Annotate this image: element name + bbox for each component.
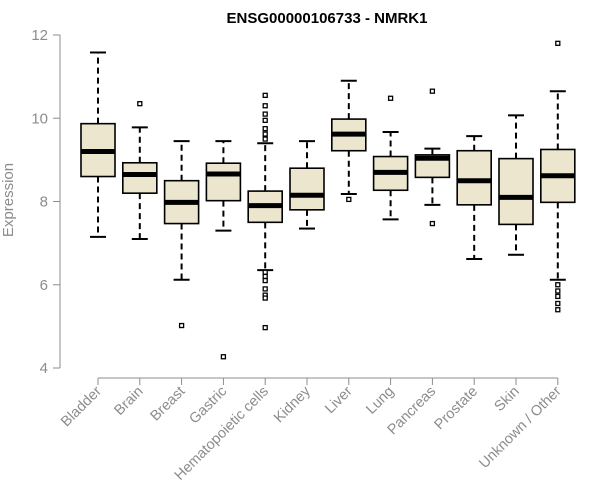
x-tick-label: Breast: [147, 384, 188, 425]
box-liver: [330, 79, 367, 203]
box-iqr: [122, 161, 158, 194]
outlier-point: [429, 220, 436, 227]
box-gastric: [205, 140, 242, 360]
outlier-point: [262, 131, 268, 137]
outlier-point: [178, 322, 185, 329]
outlier-point: [262, 126, 268, 132]
x-tick-label: Prostate: [432, 384, 481, 433]
y-tick-label: 10: [31, 110, 48, 127]
outlier-point: [262, 103, 268, 109]
outlier-point: [429, 88, 436, 94]
outlier-point: [262, 111, 268, 117]
box-unknown-other: [539, 40, 576, 313]
chart-title: ENSG00000106733 - NMRK1: [227, 10, 428, 27]
y-axis-label: Expression: [0, 163, 17, 237]
axes-group: 4 6 8 10 12: [31, 27, 559, 385]
boxes-group: [80, 40, 576, 360]
outlier-point: [262, 92, 268, 99]
outlier-point: [262, 273, 268, 280]
box-brain: [122, 101, 158, 240]
outlier-point: [555, 40, 561, 46]
outlier-point: [555, 293, 561, 300]
outlier-point: [346, 196, 352, 203]
x-tick-label: Bladder: [58, 383, 105, 430]
y-tick-label: 4: [40, 360, 48, 377]
outlier-point: [262, 277, 268, 284]
outlier-point: [137, 101, 143, 107]
box-lung: [372, 95, 409, 221]
box-hematopoietic-cells: [247, 92, 283, 331]
box-iqr: [289, 167, 325, 211]
x-tick-label: Lung: [363, 384, 397, 418]
outlier-point: [555, 307, 561, 313]
box-iqr: [456, 149, 493, 206]
y-tick-label: 6: [40, 277, 48, 294]
outlier-point: [262, 324, 268, 331]
box-iqr: [498, 157, 534, 226]
box-bladder: [80, 51, 116, 238]
x-tick-label: Liver: [322, 383, 356, 417]
y-tick-label: 12: [31, 27, 48, 44]
outlier-point: [262, 286, 268, 292]
outlier-point: [555, 288, 561, 294]
outlier-point: [387, 95, 394, 101]
y-tick-label: 8: [40, 194, 48, 211]
box-iqr: [205, 162, 242, 202]
box-breast: [163, 140, 200, 329]
box-pancreas: [414, 88, 451, 227]
outlier-point: [262, 136, 268, 142]
x-tick-label: Brain: [111, 384, 146, 419]
outlier-point: [262, 117, 268, 123]
x-tick-label: Skin: [492, 384, 523, 415]
box-kidney: [289, 140, 325, 230]
box-prostate: [456, 135, 493, 260]
box-skin: [498, 114, 534, 256]
outlier-point: [555, 282, 561, 288]
outlier-point: [220, 354, 227, 360]
outlier-point: [262, 269, 268, 275]
outlier-point: [555, 300, 561, 307]
outlier-point: [262, 295, 268, 301]
x-tick-label: Kidney: [271, 383, 314, 426]
